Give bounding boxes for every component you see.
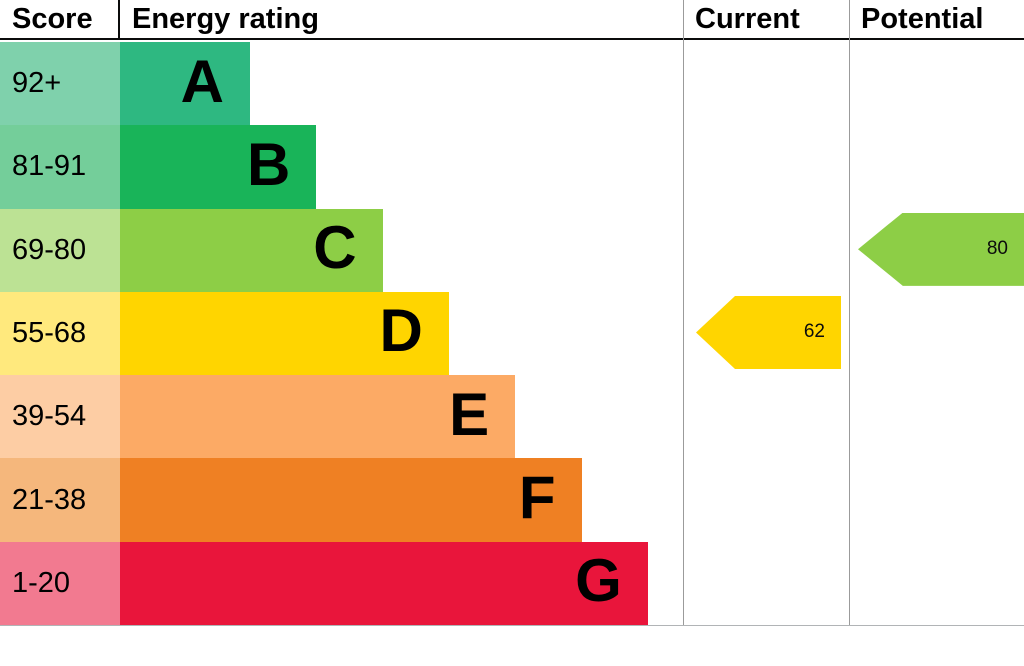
band-letter: D	[379, 297, 423, 365]
band-score-range: 81-91	[0, 125, 120, 209]
epc-band-row: 39-54 E	[0, 375, 683, 459]
potential-rating-column: 80	[849, 42, 1024, 625]
band-bar: A	[120, 42, 250, 126]
current-column-divider	[683, 0, 684, 625]
band-bar: B	[120, 125, 317, 209]
band-score-range: 39-54	[0, 375, 120, 459]
band-letter: C	[313, 214, 357, 282]
epc-band-list: 92+ A 81-91 B 69-80 C 55-68 D 39-54 E 21-38 F 1-20 G	[0, 42, 683, 625]
band-score-range: 55-68	[0, 291, 120, 376]
potential-column-divider	[849, 0, 850, 625]
potential-rating-value: 80	[986, 238, 1008, 260]
current-rating-value: 62	[803, 321, 825, 343]
band-bar: G	[120, 541, 648, 625]
current-rating-arrow: 62	[696, 295, 841, 370]
band-letter: A	[180, 47, 224, 115]
epc-band-row: 69-80 C	[0, 208, 683, 292]
current-rating-column: 62	[683, 42, 849, 625]
band-score-range: 92+	[0, 42, 120, 126]
band-score-range: 69-80	[0, 208, 120, 292]
band-bar: E	[120, 375, 516, 459]
band-letter: B	[246, 130, 291, 198]
epc-band-row: 1-20 G	[0, 541, 683, 625]
potential-rating-arrow: 80	[858, 212, 1024, 286]
score-column-header: Score	[0, 0, 120, 38]
chart-header-row: Score Energy rating Current Potential	[0, 0, 1024, 40]
band-bar: F	[120, 458, 582, 542]
band-score-range: 21-38	[0, 458, 120, 542]
epc-band-row: 21-38 F	[0, 458, 683, 542]
potential-column-header: Potential	[861, 2, 984, 35]
band-letter: F	[518, 464, 556, 532]
band-bar: C	[120, 208, 383, 292]
epc-band-row: 55-68 D	[0, 291, 683, 376]
energy-rating-column-header: Energy rating	[132, 2, 319, 35]
epc-band-row: 81-91 B	[0, 125, 683, 209]
band-score-range: 1-20	[0, 541, 120, 625]
band-bar: D	[120, 291, 449, 376]
band-letter: G	[575, 547, 622, 615]
band-letter: E	[449, 380, 490, 448]
current-column-header: Current	[695, 2, 800, 35]
epc-band-row: 92+ A	[0, 42, 683, 126]
chart-bottom-border	[0, 625, 1024, 626]
